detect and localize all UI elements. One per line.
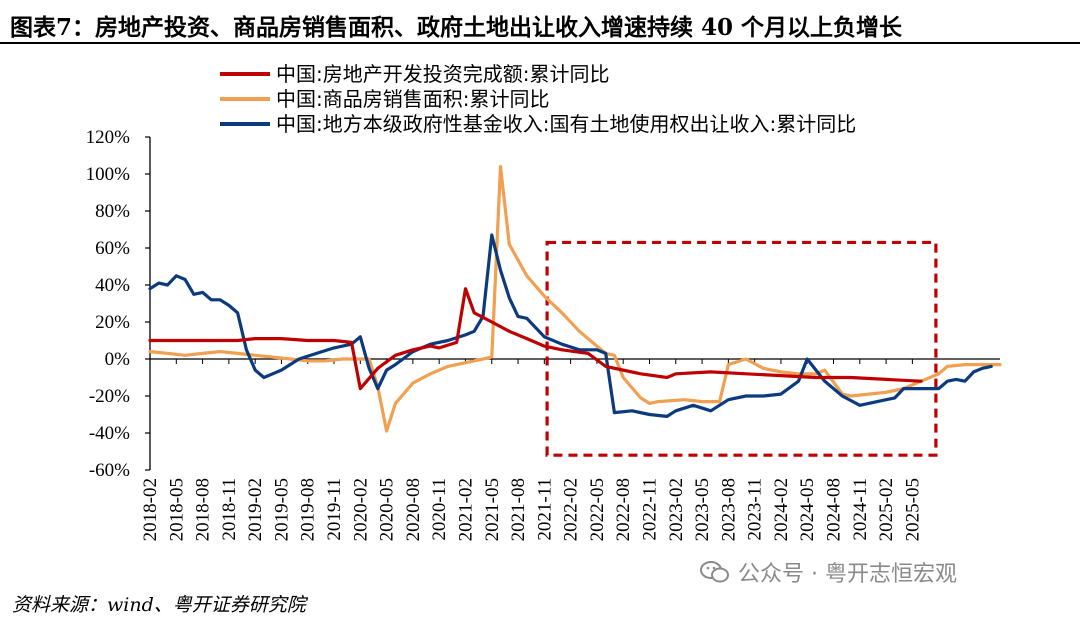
x-tick-label: 2024-08 — [824, 478, 845, 541]
legend-label-2: 中国:地方本级政府性基金收入:国有土地使用权出让收入:累计同比 — [276, 112, 856, 136]
x-tick-label: 2022-11 — [639, 478, 660, 541]
x-tick-label: 2021-08 — [508, 478, 529, 541]
y-tick-label: -40% — [89, 423, 130, 444]
wechat-icon — [700, 561, 729, 583]
x-tick-label: 2025-05 — [902, 478, 923, 541]
x-tick-label: 2019-11 — [324, 478, 345, 541]
x-tick-label: 2024-05 — [797, 478, 818, 541]
title-divider — [0, 42, 1080, 44]
source-note: 资料来源：wind、粤开证券研究院 — [12, 594, 306, 616]
y-tick-label: 80% — [95, 201, 130, 222]
highlight-box — [545, 240, 938, 457]
legend-label-0: 中国:房地产开发投资完成额:累计同比 — [276, 62, 609, 86]
x-tick-label: 2020-05 — [377, 478, 398, 541]
highlight-box-rect — [545, 240, 938, 457]
x-tick-label: 2019-02 — [245, 478, 266, 541]
y-tick-label: 40% — [95, 275, 130, 296]
x-tick-label: 2020-08 — [403, 478, 424, 541]
x-tick-label: 2018-11 — [219, 478, 240, 541]
chart-ticks: -60% -40% -20% 0% 20% 40% 60% 80% 100% 120% 2018-0… — [86, 127, 924, 541]
chart-axes — [149, 137, 1000, 470]
chart-title: 图表7：房地产投资、商品房销售面积、政府土地出让收入增速持续 40 个月以上负增… — [10, 14, 903, 41]
x-tick-label: 2023-11 — [745, 478, 766, 541]
y-tick-label: 0% — [105, 349, 131, 370]
x-tick-label: 2024-02 — [771, 478, 792, 541]
y-tick-label: 120% — [86, 127, 131, 148]
series-line-2 — [148, 233, 993, 418]
chart-legend: 中国:房地产开发投资完成额:累计同比中国:商品房销售面积:累计同比中国:地方本级… — [220, 62, 856, 136]
series-line-0 — [148, 287, 923, 391]
watermark: 公众号 · 粤开志恒宏观 — [700, 556, 957, 588]
x-tick-label: 2024-11 — [850, 478, 871, 541]
y-tick-label: 60% — [95, 238, 130, 259]
x-tick-label: 2021-11 — [534, 478, 555, 541]
x-tick-label: 2022-02 — [561, 478, 582, 541]
x-tick-label: 2018-05 — [166, 478, 187, 541]
y-tick-label: -20% — [89, 386, 130, 407]
x-tick-label: 2022-08 — [613, 478, 634, 541]
line-chart: -60% -40% -20% 0% 20% 40% 60% 80% 100% 120% 2018-0… — [86, 62, 1002, 541]
x-tick-label: 2020-11 — [429, 478, 450, 541]
x-tick-label: 2019-05 — [271, 478, 292, 541]
series-line-1 — [148, 165, 1002, 433]
x-tick-label: 2023-02 — [666, 478, 687, 541]
x-tick-label: 2018-08 — [193, 478, 214, 541]
x-tick-label: 2023-08 — [718, 478, 739, 541]
x-tick-label: 2020-02 — [350, 478, 371, 541]
x-tick-label: 2021-05 — [482, 478, 503, 541]
y-tick-label: 100% — [86, 164, 131, 185]
x-tick-label: 2021-02 — [455, 478, 476, 541]
y-tick-label: 20% — [95, 312, 130, 333]
x-tick-label: 2023-05 — [692, 478, 713, 541]
y-tick-label: -60% — [89, 460, 130, 481]
chart-series — [148, 165, 1002, 433]
x-tick-label: 2025-02 — [876, 478, 897, 541]
watermark-text: 公众号 · 粤开志恒宏观 — [738, 562, 957, 587]
x-tick-label: 2019-08 — [298, 478, 319, 541]
legend-label-1: 中国:商品房销售面积:累计同比 — [276, 87, 549, 111]
x-tick-label: 2018-02 — [140, 478, 161, 541]
x-tick-label: 2022-05 — [587, 478, 608, 541]
